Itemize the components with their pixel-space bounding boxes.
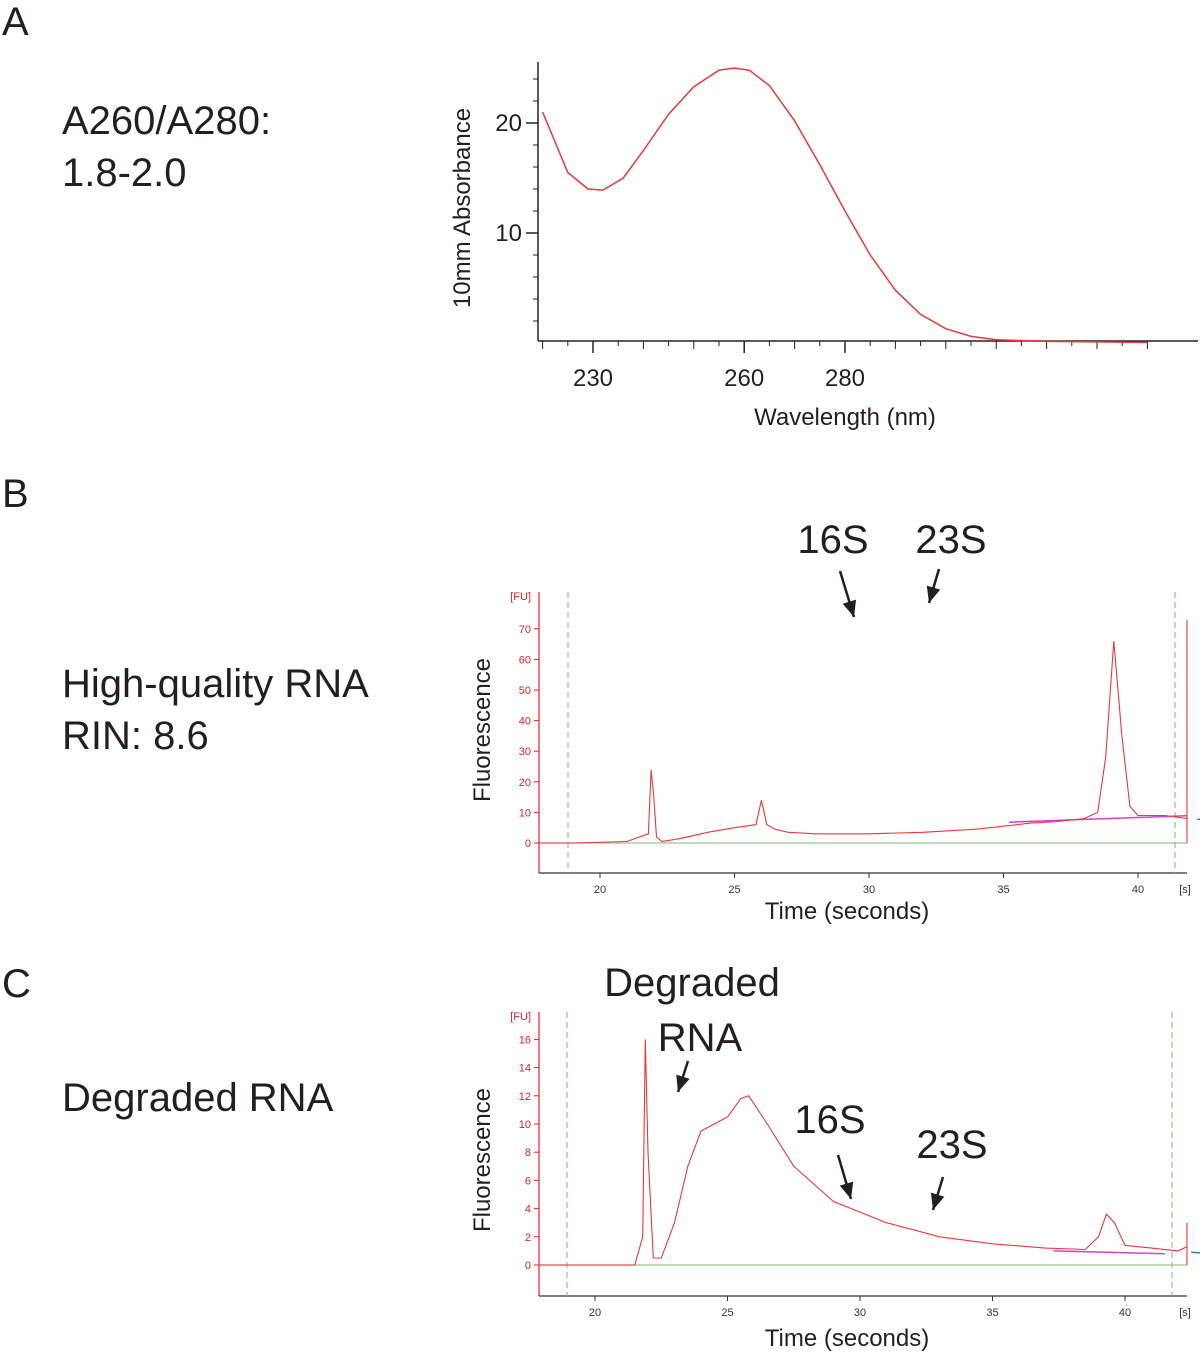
- c-y-tick-label: 12: [519, 1091, 531, 1103]
- c-label-23s: 23S: [916, 1123, 987, 1167]
- a-x-tick-label: 280: [825, 365, 865, 392]
- b-y-tick-label: 50: [519, 685, 531, 697]
- c-x-tick-label: 35: [986, 1307, 998, 1319]
- a-x-tick-label: 230: [573, 365, 613, 392]
- c-arrow-23s-head: [930, 1192, 945, 1210]
- b-label-16s: 16S: [797, 518, 868, 562]
- c-electropherogram-trace: [539, 1039, 1188, 1266]
- c-x-tick-label: 25: [721, 1307, 733, 1319]
- b-y-tick-label: 60: [519, 654, 531, 666]
- b-y-tick-label: 10: [519, 807, 531, 819]
- c-peak-baseline: [1053, 1250, 1165, 1255]
- a-y-axis-label: 10mm Absorbance: [449, 108, 476, 308]
- b-label-23s: 23S: [915, 518, 986, 562]
- c-label-rna: RNA: [658, 1016, 743, 1060]
- b-y-tick-label: 70: [519, 624, 531, 636]
- c-x-unit: [s]: [1179, 1307, 1191, 1319]
- c-x-tick-label: 20: [589, 1307, 601, 1319]
- a-absorbance-line: [541, 67, 1148, 344]
- ratio-value: 1.8-2.0: [62, 151, 187, 195]
- ratio-title: A260/A280:: [62, 99, 272, 143]
- panel-letter-c: C: [2, 962, 31, 1006]
- b-y-tick-label: 30: [519, 746, 531, 758]
- b-y-tick-label: 0: [525, 838, 531, 850]
- a-x-tick-label: 260: [724, 365, 764, 392]
- rna-quality-label: High-quality RNA RIN: 8.6: [62, 658, 369, 762]
- b-arrow-23s-head: [926, 585, 941, 603]
- absorbance-ratio-label: A260/A280: 1.8-2.0: [62, 95, 271, 199]
- c-y-tick-label: 0: [525, 1260, 531, 1272]
- c-y-tick-label: 6: [525, 1175, 531, 1187]
- b-x-tick-label: 35: [997, 884, 1009, 896]
- c-x-tick-label: 30: [854, 1307, 866, 1319]
- c-x-tick-label: 40: [1119, 1307, 1131, 1319]
- b-arrow-16s-head: [842, 599, 857, 617]
- c-x-axis-label: Time (seconds): [765, 1325, 929, 1352]
- c-y-tick-label: 8: [525, 1147, 531, 1159]
- b-y-tick-label: 40: [519, 716, 531, 728]
- a-y-tick-label: 20: [495, 110, 522, 137]
- b-x-tick-label: 25: [728, 884, 740, 896]
- c-y-axis-label: Fluorescence: [469, 1088, 496, 1232]
- degraded-title: Degraded RNA: [62, 1076, 334, 1120]
- a-y-tick-label: 10: [495, 220, 522, 247]
- c-y-tick-label: 2: [525, 1232, 531, 1244]
- degraded-label: Degraded RNA: [62, 1072, 333, 1124]
- c-y-unit: [FU]: [510, 1011, 531, 1023]
- b-y-unit: [FU]: [510, 591, 531, 603]
- b-y-axis-label: Fluorescence: [469, 658, 496, 802]
- c-y-tick-label: 16: [519, 1034, 531, 1046]
- c-y-tick-label: 10: [519, 1119, 531, 1131]
- b-x-tick-label: 30: [863, 884, 875, 896]
- b-electropherogram-trace: [539, 619, 1188, 844]
- quality-title: High-quality RNA: [62, 662, 369, 706]
- panel-letter-a: A: [2, 0, 29, 44]
- rin-value: RIN: 8.6: [62, 714, 209, 758]
- b-y-tick-label: 20: [519, 777, 531, 789]
- a-x-axis-label: Wavelength (nm): [754, 404, 936, 431]
- c-arrow-degraded-head: [676, 1074, 690, 1092]
- b-x-unit: [s]: [1179, 884, 1191, 896]
- c-label-degraded: Degraded: [604, 961, 780, 1005]
- c-label-16s: 16S: [794, 1098, 865, 1142]
- c-y-tick-label: 4: [525, 1204, 531, 1216]
- c-peak-baseline: [1191, 1251, 1200, 1254]
- b-x-axis-label: Time (seconds): [765, 898, 929, 925]
- c-arrow-16s-head: [839, 1181, 854, 1199]
- b-x-tick-label: 40: [1132, 884, 1144, 896]
- b-peak-baseline: [1008, 815, 1187, 823]
- c-y-tick-label: 14: [519, 1063, 531, 1075]
- panel-letter-b: B: [2, 472, 29, 516]
- b-x-tick-label: 20: [594, 884, 606, 896]
